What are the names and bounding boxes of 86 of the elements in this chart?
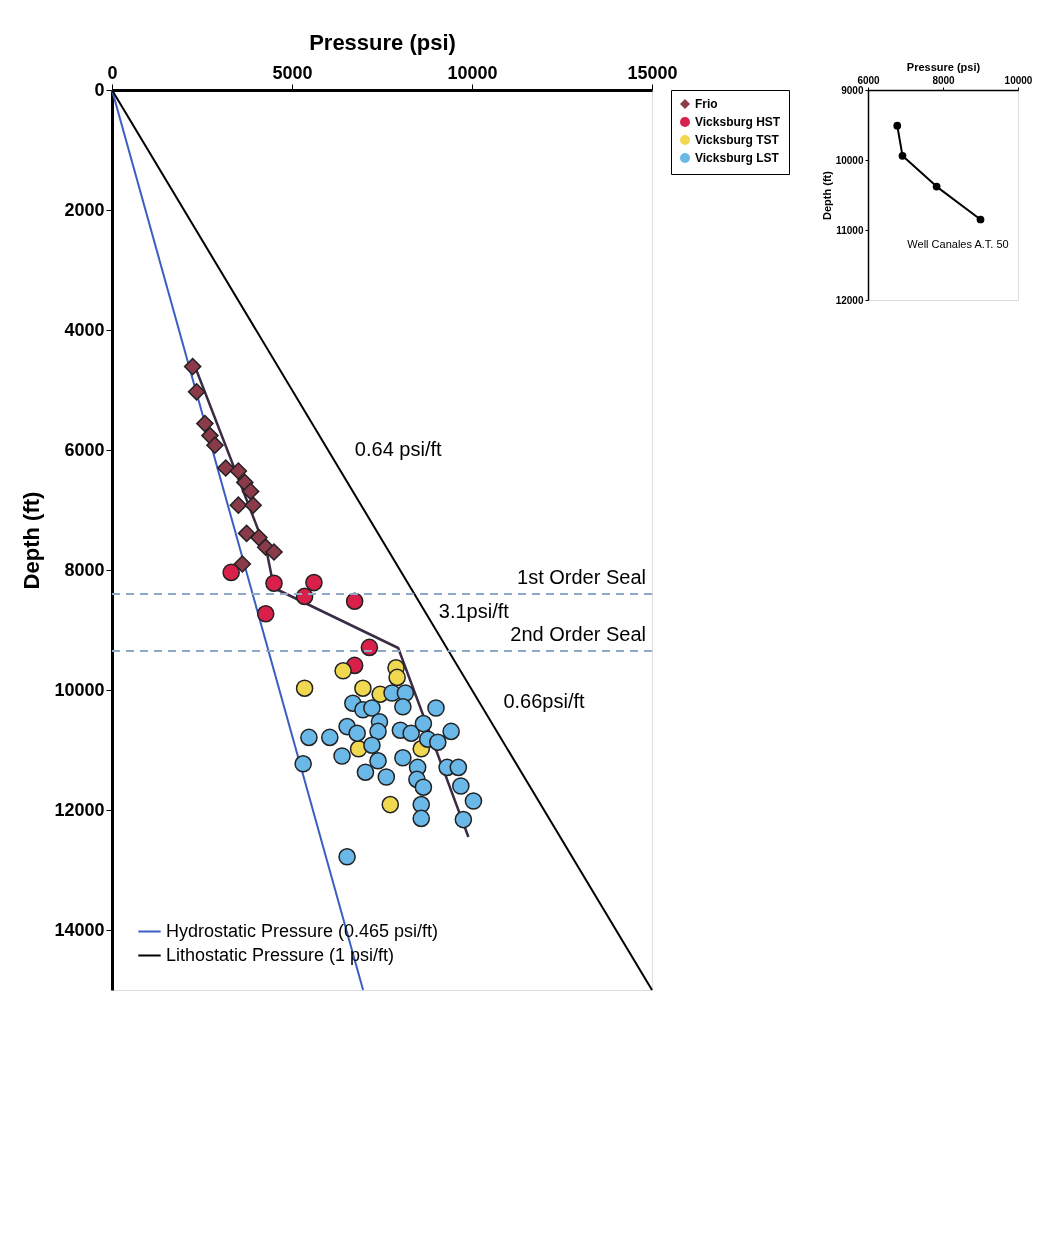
- point: [414, 778, 433, 796]
- point: [394, 698, 412, 716]
- point: [229, 496, 248, 515]
- legend-label: Vicksburg HST: [695, 115, 781, 129]
- y-tick-label: 2000: [64, 199, 105, 220]
- point: [402, 724, 420, 742]
- point: [464, 792, 483, 810]
- y-tick-label: 11000: [836, 224, 864, 236]
- point: [241, 482, 260, 501]
- point: [183, 357, 202, 376]
- x-tick-label: 6000: [857, 74, 881, 86]
- point: [369, 722, 387, 741]
- point: [369, 752, 387, 770]
- point: [381, 795, 400, 814]
- y-tick-label: 10000: [54, 679, 105, 700]
- point: [449, 758, 468, 777]
- x-tick-label: 10000: [447, 62, 498, 83]
- y-tick-label: 9000: [841, 84, 864, 96]
- point: [452, 777, 470, 795]
- y-tick-label: 8000: [64, 559, 105, 580]
- x-axis-title: Pressure (psi): [309, 29, 456, 55]
- point: [893, 121, 902, 130]
- point: [300, 728, 318, 747]
- point: [414, 714, 433, 733]
- x-tick-label: 5000: [272, 62, 313, 83]
- annotation: 0.64 psi/ft: [354, 438, 442, 460]
- point: [196, 414, 214, 433]
- point: [388, 668, 406, 687]
- point: [356, 763, 375, 781]
- point: [229, 462, 248, 480]
- y-axis-title: Depth (ft): [19, 491, 45, 590]
- point: [427, 699, 445, 717]
- point: [265, 574, 283, 592]
- point: [354, 679, 372, 697]
- point: [250, 528, 268, 547]
- point: [187, 382, 206, 401]
- point: [394, 749, 412, 767]
- point: [442, 722, 460, 741]
- point: [428, 733, 447, 751]
- y-tick-label: 6000: [64, 439, 105, 460]
- point: [454, 810, 473, 829]
- point: [256, 605, 275, 623]
- point: [345, 592, 364, 610]
- point: [294, 755, 312, 773]
- ref-line-label: 2nd Order Seal: [510, 623, 646, 645]
- point: [233, 555, 252, 573]
- point: [363, 736, 381, 754]
- point: [898, 151, 907, 160]
- point: [265, 543, 283, 561]
- y-tick-label: 4000: [64, 319, 105, 340]
- y-tick-label: 12000: [54, 799, 105, 820]
- y-tick-label: 14000: [54, 919, 105, 940]
- x-axis-title: Pressure (psi): [906, 60, 981, 73]
- point: [237, 524, 256, 543]
- x-tick-label: 8000: [932, 74, 956, 86]
- point: [206, 436, 224, 455]
- y-tick-label: 12000: [835, 294, 864, 306]
- annotation: 3.1psi/ft: [438, 600, 510, 622]
- point: [360, 638, 379, 657]
- legend-label: Vicksburg TST: [695, 133, 780, 147]
- point: [320, 728, 339, 747]
- annotation: Well Canales A.T. 50: [907, 238, 1009, 251]
- x-tick-label: 0: [107, 62, 118, 83]
- point: [216, 459, 235, 477]
- x-tick-label: 10000: [1004, 74, 1033, 86]
- point: [305, 573, 323, 592]
- point: [295, 587, 314, 606]
- point: [338, 848, 356, 866]
- point: [333, 747, 351, 765]
- x-tick-label: 15000: [627, 62, 678, 83]
- point: [976, 215, 985, 224]
- point: [412, 809, 431, 828]
- point: [334, 662, 352, 680]
- point: [222, 563, 240, 582]
- y-tick-label: 10000: [835, 154, 864, 166]
- y-axis-title: Depth (ft): [820, 170, 833, 220]
- point: [348, 724, 366, 742]
- point: [363, 699, 381, 717]
- legend-label: Frio: [695, 97, 718, 111]
- legend-label: Vicksburg LST: [695, 151, 780, 165]
- annotation: 0.66psi/ft: [503, 690, 586, 712]
- point: [932, 182, 941, 191]
- ref-line-label: 1st Order Seal: [517, 566, 646, 588]
- point: [295, 679, 314, 697]
- point: [377, 768, 396, 786]
- point: [244, 496, 262, 515]
